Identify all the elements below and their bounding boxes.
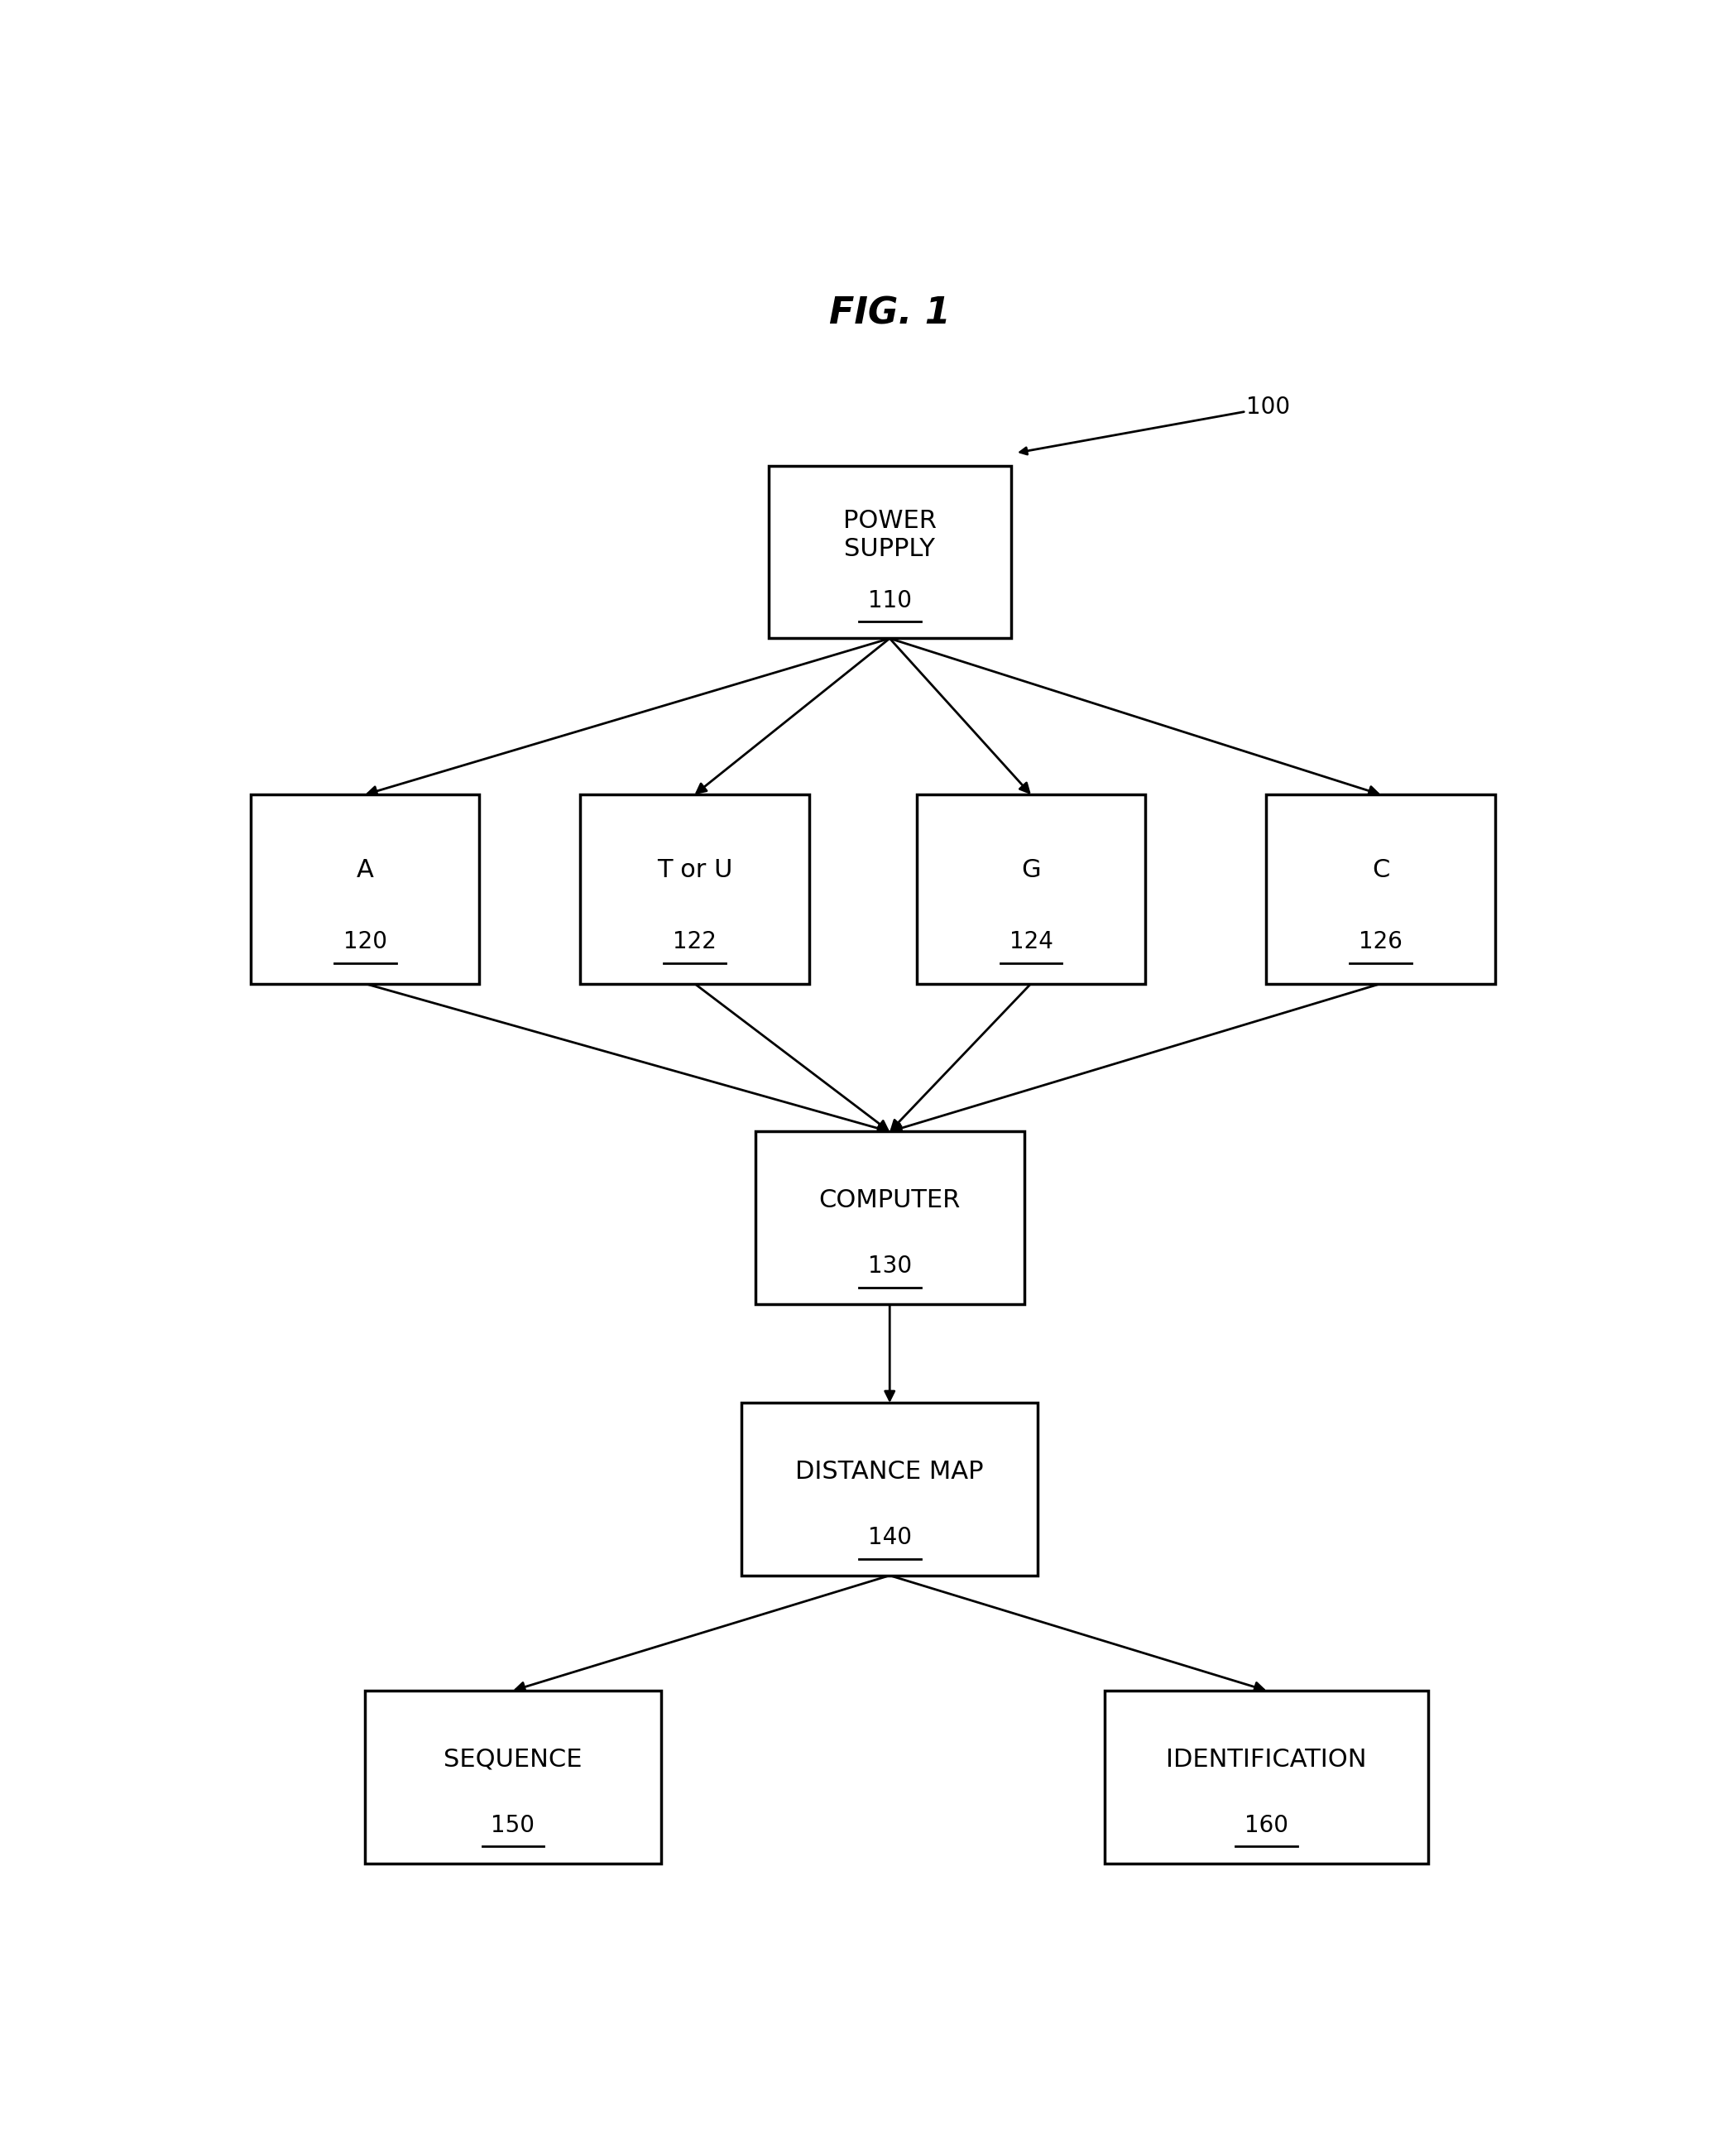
- FancyBboxPatch shape: [917, 794, 1146, 984]
- FancyBboxPatch shape: [1106, 1691, 1427, 1864]
- FancyBboxPatch shape: [755, 1132, 1024, 1304]
- FancyBboxPatch shape: [769, 465, 1010, 638]
- Text: G: G: [1021, 858, 1042, 882]
- Text: 124: 124: [1009, 931, 1052, 954]
- FancyBboxPatch shape: [580, 794, 809, 984]
- Text: A: A: [356, 858, 373, 882]
- Text: POWER
SUPPLY: POWER SUPPLY: [844, 508, 936, 562]
- Text: 120: 120: [344, 931, 387, 954]
- Text: SEQUENCE: SEQUENCE: [444, 1749, 582, 1772]
- Text: 150: 150: [491, 1813, 535, 1836]
- Text: DISTANCE MAP: DISTANCE MAP: [795, 1460, 984, 1484]
- Text: 126: 126: [1359, 931, 1403, 954]
- Text: 122: 122: [674, 931, 717, 954]
- Text: C: C: [1371, 858, 1389, 882]
- FancyBboxPatch shape: [741, 1403, 1038, 1576]
- FancyBboxPatch shape: [365, 1691, 661, 1864]
- Text: 110: 110: [868, 589, 911, 613]
- Text: IDENTIFICATION: IDENTIFICATION: [1167, 1749, 1366, 1772]
- Text: 140: 140: [868, 1527, 911, 1550]
- FancyBboxPatch shape: [1266, 794, 1495, 984]
- Text: COMPUTER: COMPUTER: [819, 1189, 960, 1213]
- Text: 130: 130: [868, 1255, 911, 1279]
- Text: T or U: T or U: [656, 858, 733, 882]
- Text: FIG. 1: FIG. 1: [830, 297, 950, 331]
- Text: 100: 100: [1021, 395, 1290, 455]
- FancyBboxPatch shape: [250, 794, 479, 984]
- Text: 160: 160: [1245, 1813, 1288, 1836]
